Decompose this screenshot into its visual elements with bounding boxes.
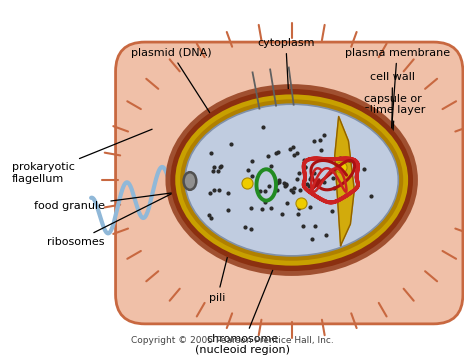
Ellipse shape xyxy=(183,172,196,190)
Text: capsule or
slime layer: capsule or slime layer xyxy=(364,94,426,151)
Ellipse shape xyxy=(170,89,413,271)
Text: plasmid (DNA): plasmid (DNA) xyxy=(131,48,265,198)
Text: food granule: food granule xyxy=(34,183,244,211)
Text: chromosome
(nucleoid region): chromosome (nucleoid region) xyxy=(195,160,317,355)
Text: ribosomes: ribosomes xyxy=(47,152,255,247)
Ellipse shape xyxy=(180,99,403,261)
Text: cytoplasm: cytoplasm xyxy=(257,38,315,219)
Polygon shape xyxy=(335,116,354,246)
FancyBboxPatch shape xyxy=(116,42,463,324)
Ellipse shape xyxy=(175,94,408,266)
Text: pili: pili xyxy=(209,92,268,303)
Text: plasma membrane: plasma membrane xyxy=(345,48,450,182)
Ellipse shape xyxy=(185,104,398,256)
Text: cell wall: cell wall xyxy=(370,72,415,167)
Text: prokaryotic
flagellum: prokaryotic flagellum xyxy=(12,129,152,184)
Ellipse shape xyxy=(165,84,418,276)
Text: Copyright © 2005 Pearson Prentice Hall, Inc.: Copyright © 2005 Pearson Prentice Hall, … xyxy=(131,336,333,345)
